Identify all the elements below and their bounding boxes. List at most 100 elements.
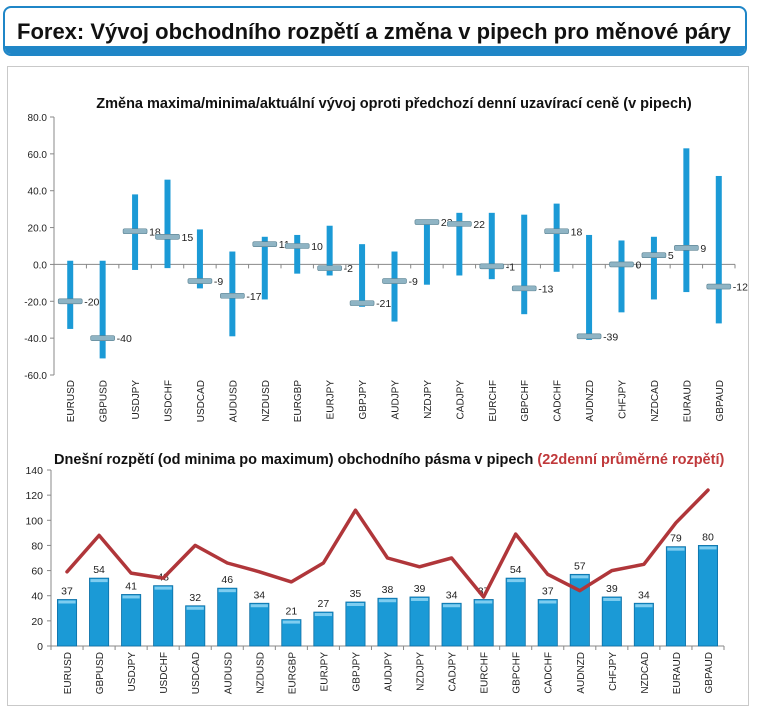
range-bar	[537, 599, 558, 647]
bar-highlight	[442, 604, 461, 608]
current-marker	[220, 292, 245, 299]
current-label: -12	[733, 282, 748, 294]
x-tick-label: USDCHF	[164, 380, 175, 422]
title-underline-bar	[5, 46, 745, 54]
range-bar	[586, 234, 593, 340]
current-label: 11	[279, 239, 290, 251]
y-tick-label: 60.0	[28, 150, 48, 161]
y-tick-label: -60.0	[24, 371, 47, 382]
y-tick-label: 0	[37, 641, 43, 653]
current-marker	[511, 285, 537, 292]
x-tick-label: USDCAD	[191, 652, 202, 694]
range-chart: Změna maxima/minima/aktuální vývoj oprot…	[24, 96, 748, 423]
x-tick-label: CADJPY	[448, 652, 459, 692]
range-bar	[601, 596, 622, 647]
current-label: -9	[214, 276, 223, 288]
range-bar	[217, 587, 238, 647]
x-tick-label: EURGBP	[293, 380, 304, 423]
current-marker	[349, 300, 375, 306]
current-label: -39	[603, 331, 618, 343]
y-tick-label: 140	[25, 465, 43, 477]
x-tick-label: GBPAUD	[704, 652, 715, 694]
range-bar	[121, 594, 142, 647]
range-bar	[326, 225, 333, 276]
current-label: 15	[182, 232, 194, 244]
current-label: -17	[246, 291, 261, 303]
x-tick-label: NZDJPY	[423, 380, 434, 419]
current-marker	[317, 265, 342, 271]
x-tick-label: GBPJPY	[351, 652, 362, 692]
bar-value-label: 57	[574, 560, 586, 572]
chart-1-title: Změna maxima/minima/aktuální vývoj oprot…	[96, 96, 692, 112]
x-tick-label: NZDJPY	[416, 652, 427, 691]
bar-value-label: 37	[542, 585, 554, 597]
current-marker	[122, 228, 148, 235]
y-tick-label: -20.0	[24, 297, 47, 308]
bar-highlight	[186, 606, 204, 610]
current-label: -1	[506, 261, 515, 273]
range-bar	[633, 602, 654, 647]
range-bar	[553, 203, 560, 272]
current-marker	[447, 221, 472, 227]
bar-highlight	[571, 575, 589, 579]
x-tick-label: NZDCAD	[650, 380, 661, 422]
bar-highlight	[603, 597, 621, 601]
range-bar	[456, 212, 463, 276]
range-bar	[521, 214, 528, 315]
bar-highlight	[539, 600, 557, 604]
title-banner: Forex: Vývoj obchodního rozpětí a změna …	[3, 6, 747, 56]
range-bar	[99, 260, 106, 359]
current-label: 23	[441, 217, 453, 229]
current-marker	[479, 263, 505, 270]
current-marker	[706, 283, 732, 290]
bar-highlight	[667, 547, 685, 551]
current-marker	[57, 298, 83, 305]
bar-highlight	[122, 595, 140, 599]
x-tick-label: EURAUD	[672, 652, 683, 694]
current-marker	[284, 243, 310, 249]
bar-highlight	[314, 613, 333, 617]
x-tick-label: CADCHF	[544, 652, 555, 694]
x-tick-label: USDCAD	[196, 380, 207, 422]
x-tick-label: GBPJPY	[358, 380, 369, 420]
y-tick-label: 20	[31, 616, 43, 628]
bar-highlight	[475, 600, 493, 604]
range-bar	[261, 236, 268, 300]
bar-highlight	[218, 589, 236, 593]
range-bar	[164, 179, 171, 269]
bar-value-label: 34	[253, 589, 265, 601]
current-label: 10	[311, 241, 323, 253]
bar-value-label: 34	[446, 589, 458, 601]
range-bar	[618, 240, 625, 313]
range-bar	[185, 605, 206, 647]
x-tick-label: NZDCAD	[640, 652, 651, 694]
y-tick-label: 120	[25, 490, 43, 502]
x-tick-label: GBPUSD	[99, 380, 110, 422]
current-label: 0	[636, 259, 642, 271]
x-tick-label: USDJPY	[131, 380, 142, 420]
range-bar	[569, 573, 590, 647]
x-tick-label: USDJPY	[127, 652, 138, 692]
y-tick-label: 60	[31, 566, 43, 578]
current-marker	[674, 245, 699, 251]
x-tick-label: AUDJPY	[391, 380, 402, 420]
range-bar	[665, 546, 686, 647]
bar-value-label: 39	[414, 583, 426, 595]
x-tick-label: EURGBP	[287, 652, 298, 695]
x-tick-label: EURUSD	[63, 652, 74, 694]
range-bar	[345, 601, 366, 647]
range-bar	[683, 148, 690, 293]
bar-highlight	[507, 579, 525, 583]
range-bar	[377, 597, 398, 647]
range-bar	[57, 599, 78, 647]
current-marker	[252, 241, 278, 247]
y-tick-label: 80	[31, 540, 43, 552]
bar-highlight	[378, 599, 397, 603]
bar-value-label: 21	[286, 606, 298, 618]
bar-value-label: 27	[318, 598, 330, 610]
current-label: -40	[117, 333, 132, 345]
current-label: 18	[149, 226, 161, 238]
x-tick-label: EURCHF	[488, 380, 499, 422]
y-tick-label: 80.0	[28, 113, 48, 124]
bar-highlight	[346, 603, 365, 606]
